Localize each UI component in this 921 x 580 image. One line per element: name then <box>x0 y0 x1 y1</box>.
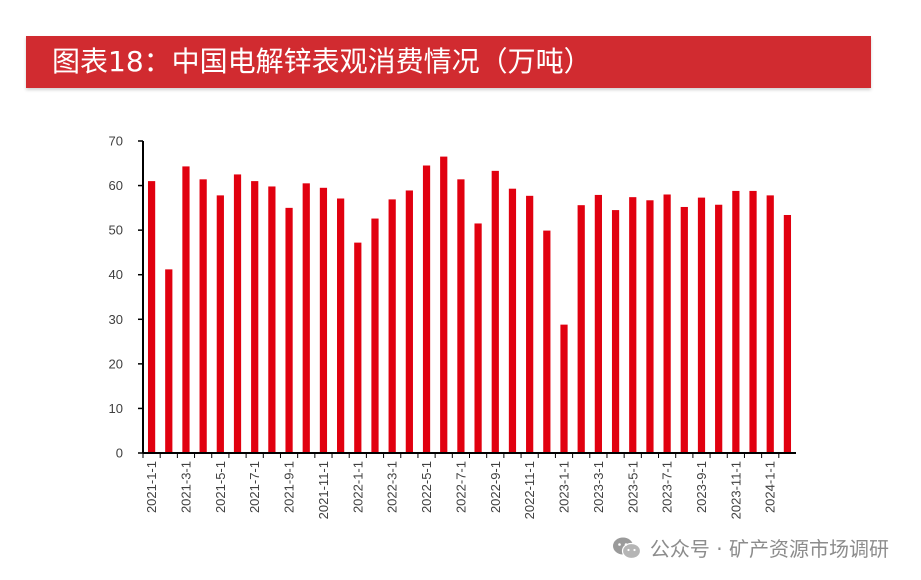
bar-2021-4-1 <box>199 179 207 453</box>
title-bar: 图表18：中国电解锌表观消费情况（万吨） <box>26 36 871 88</box>
x-tick-label: 2022-1-1 <box>350 461 365 513</box>
bar-2021-10-1 <box>302 183 310 453</box>
x-tick-label: 2023-9-1 <box>694 461 709 513</box>
bar-2021-11-1 <box>319 187 328 454</box>
x-tick-label: 2022-5-1 <box>419 461 434 513</box>
bar-2023-2-1 <box>577 205 585 453</box>
bar-2022-1-1 <box>354 242 362 453</box>
bar-2023-1-1 <box>560 324 568 453</box>
bar-2022-2-1 <box>371 218 379 453</box>
bar-2021-7-1 <box>251 181 259 454</box>
x-tick-label: 2022-3-1 <box>385 461 400 513</box>
x-tick-label: 2021-7-1 <box>247 461 262 513</box>
bar-2021-12-1 <box>337 198 345 453</box>
y-tick-label: 30 <box>109 312 123 327</box>
bar-2022-6-1 <box>440 156 448 453</box>
bar-2023-12-1 <box>749 190 757 454</box>
bar-2021-6-1 <box>233 174 242 453</box>
bar-2023-3-1 <box>594 194 602 453</box>
y-tick-label: 70 <box>109 134 123 149</box>
x-tick-label: 2023-3-1 <box>591 461 606 513</box>
bar-2022-4-1 <box>405 190 413 453</box>
bar-series <box>147 156 792 454</box>
bar-2022-11-1 <box>526 195 534 453</box>
bar-2023-6-1 <box>646 200 654 453</box>
bar-2022-3-1 <box>388 199 396 453</box>
bar-2022-7-1 <box>457 179 465 453</box>
chart-title: 图表18：中国电解锌表观消费情况（万吨） <box>52 45 592 78</box>
bar-2022-12-1 <box>543 230 551 453</box>
x-tick-label: 2023-5-1 <box>625 461 640 513</box>
y-tick-label: 20 <box>109 356 123 371</box>
x-tick-label: 2021-9-1 <box>282 461 297 513</box>
x-tick-label: 2023-7-1 <box>660 461 675 513</box>
watermark: 公众号 · 矿产资源市场调研 <box>612 533 889 562</box>
bar-2023-4-1 <box>611 210 620 453</box>
x-tick-label: 2023-1-1 <box>557 461 572 513</box>
bar-2023-5-1 <box>629 197 637 453</box>
bar-2022-9-1 <box>491 170 499 454</box>
bar-2024-1-1 <box>766 195 774 453</box>
bar-2023-9-1 <box>697 197 706 453</box>
y-tick-label: 0 <box>116 446 123 461</box>
bar-2023-7-1 <box>663 194 671 454</box>
watermark-text: 公众号 · 矿产资源市场调研 <box>649 537 889 561</box>
bar-2021-8-1 <box>268 186 276 453</box>
x-tick-label: 2023-11-1 <box>728 461 743 519</box>
bar-2021-9-1 <box>285 207 293 453</box>
x-tick-label: 2024-1-1 <box>763 461 778 513</box>
bar-2023-11-1 <box>732 190 740 454</box>
x-axis: 2021-1-1 2021-3-1 2021-5-1 2021-7-1 2021-9-1… <box>142 452 796 519</box>
bar-2023-10-1 <box>715 204 723 453</box>
bar-2021-2-1 <box>165 269 173 453</box>
x-tick-label: 2022-11-1 <box>522 461 537 519</box>
x-tick-label: 2022-7-1 <box>453 461 468 513</box>
bar-2023-8-1 <box>680 206 688 453</box>
x-tick-label: 2021-1-1 <box>144 461 159 513</box>
bar-2021-3-1 <box>182 166 190 453</box>
x-tick-label: 2022-9-1 <box>488 461 503 513</box>
bar-2021-5-1 <box>216 195 224 453</box>
x-tick-label: 2021-11-1 <box>316 461 331 519</box>
bar-2022-5-1 <box>422 165 431 453</box>
bar-2022-8-1 <box>474 223 482 453</box>
wechat-icon <box>612 536 642 560</box>
bar-2022-10-1 <box>508 188 517 453</box>
y-tick-label: 50 <box>109 223 123 238</box>
bar-2021-1-1 <box>147 181 156 454</box>
y-tick-label: 40 <box>109 267 123 282</box>
x-tick-label: 2021-3-1 <box>178 461 193 513</box>
x-tick-label: 2021-5-1 <box>213 461 228 513</box>
y-axis: 0 10 20 30 40 50 60 70 <box>109 134 144 461</box>
bar-2024-2-1 <box>783 214 792 453</box>
y-tick-label: 60 <box>109 178 123 193</box>
y-tick-label: 10 <box>109 401 123 416</box>
